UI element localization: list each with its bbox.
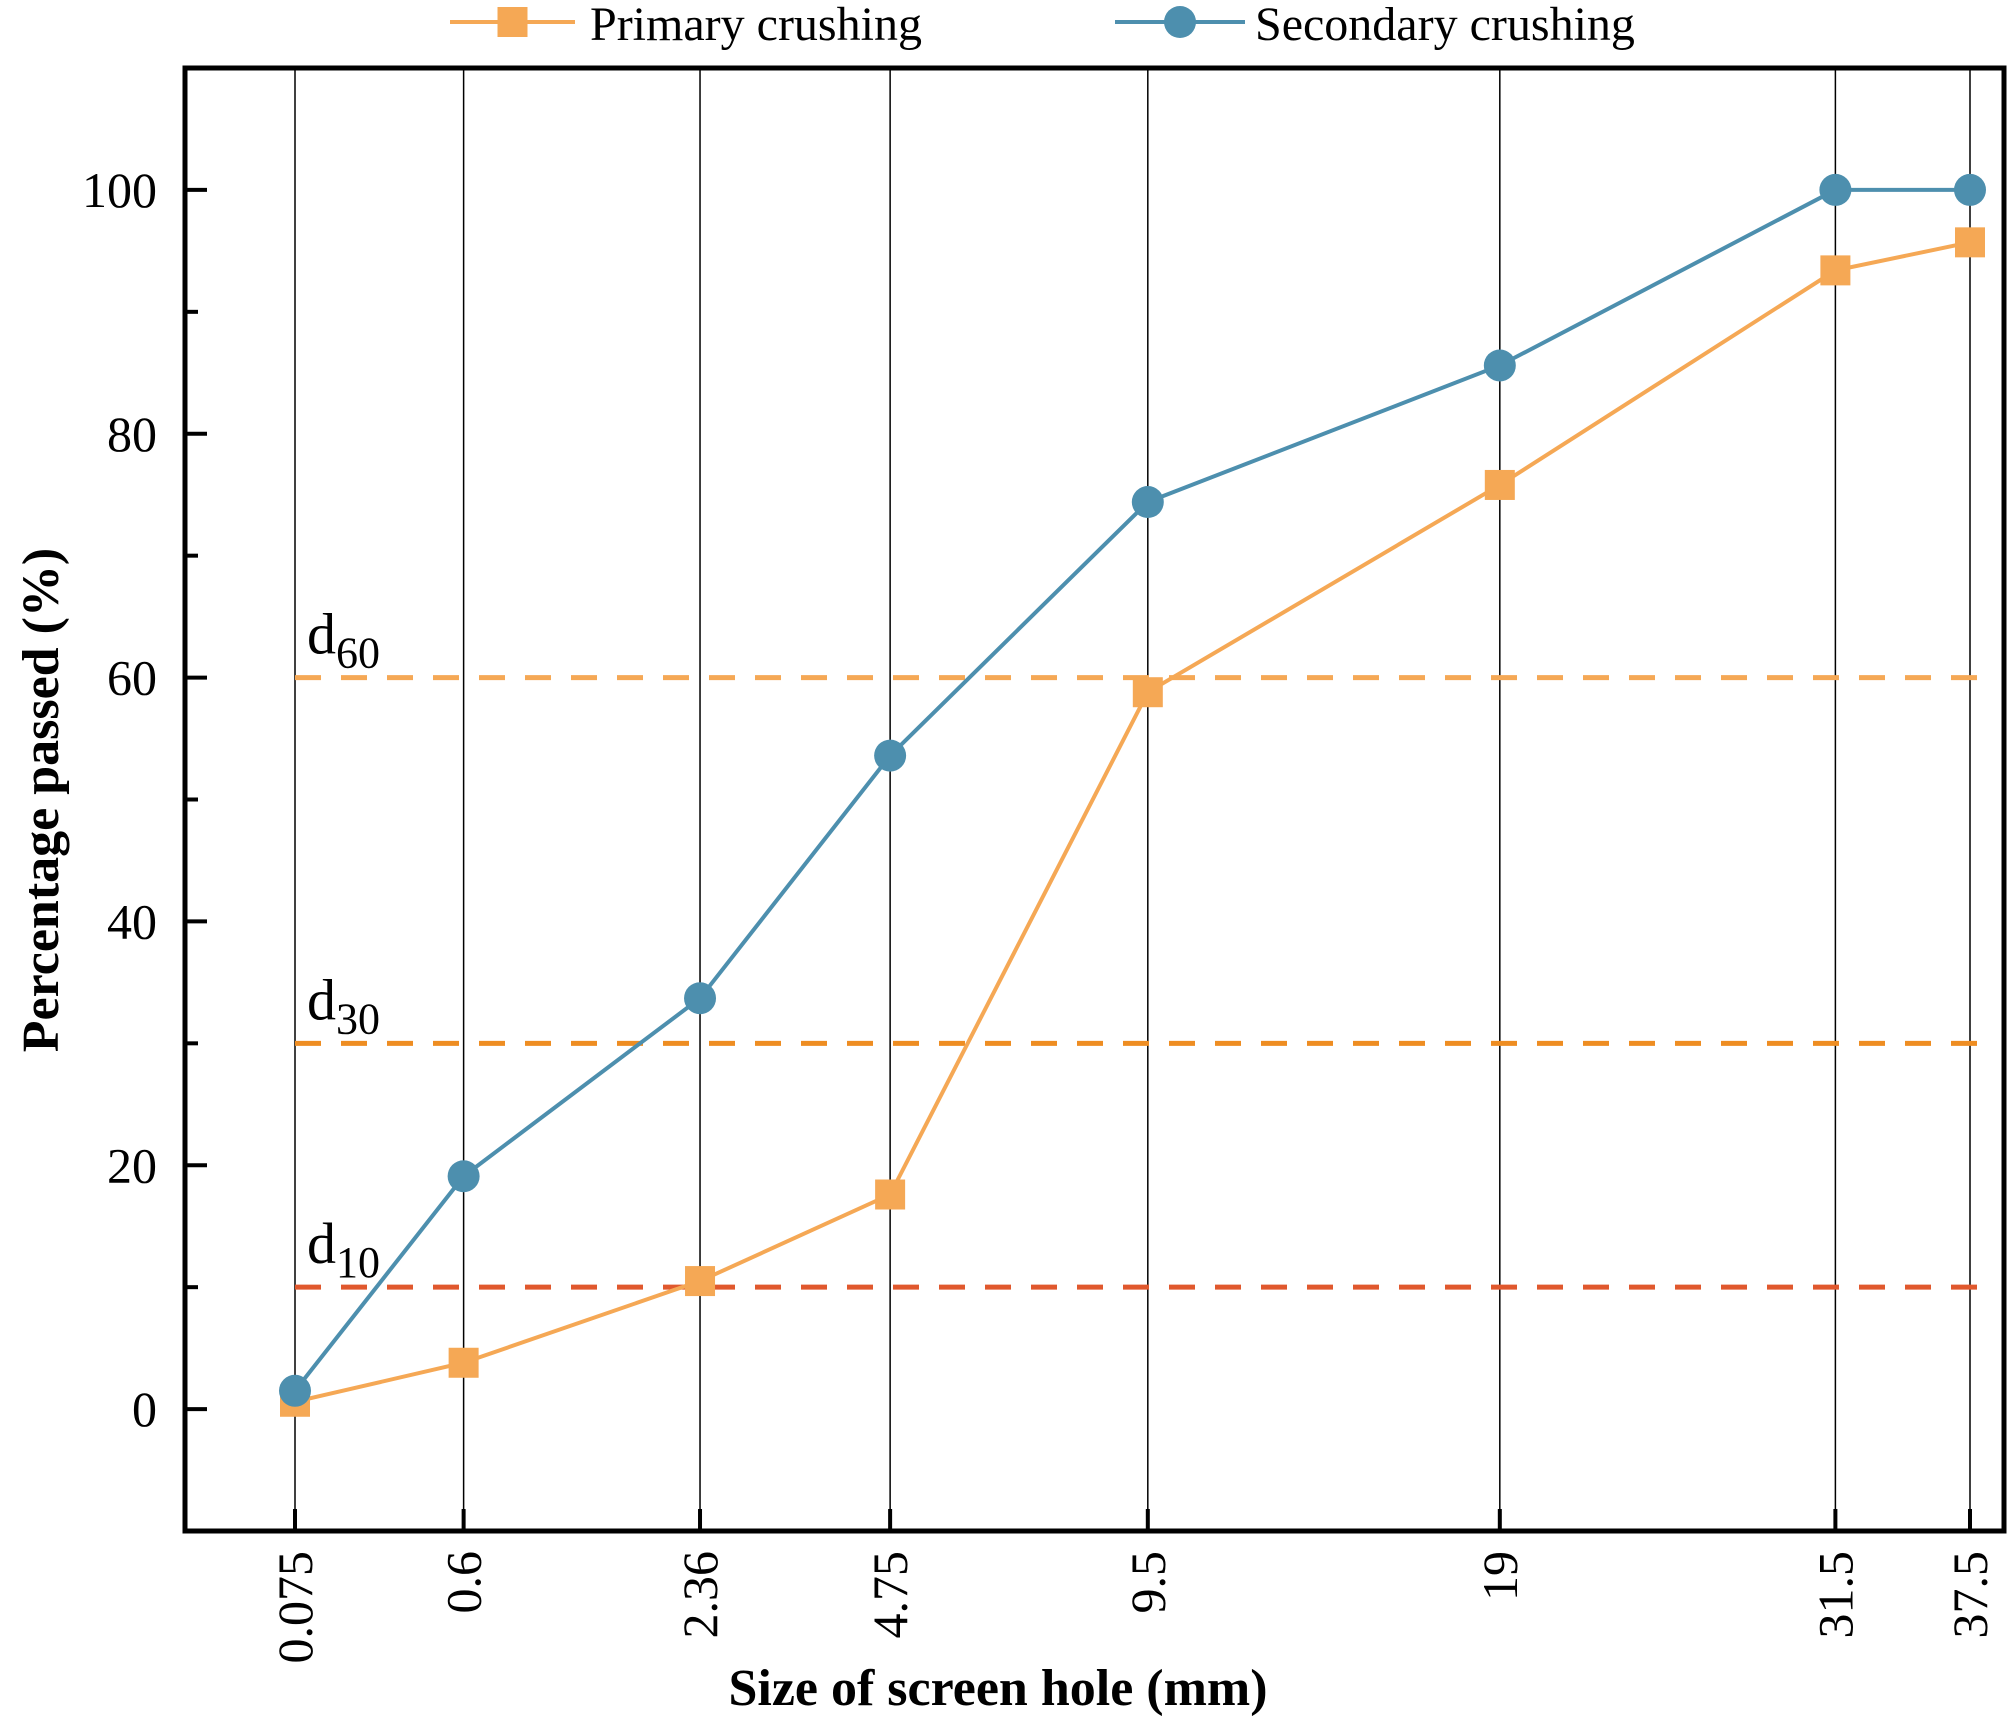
- x-tick-label-19: 19: [1472, 1551, 1528, 1601]
- point-primary-crushing-19: [1484, 469, 1515, 500]
- y-tick-label-40: 40: [107, 893, 157, 949]
- point-secondary-crushing-0_075: [279, 1374, 311, 1407]
- x-tick-label-4_75: 4.75: [862, 1551, 918, 1639]
- point-secondary-crushing-37_5: [1954, 173, 1986, 206]
- x-tick-label-2_36: 2.36: [672, 1551, 728, 1639]
- point-primary-crushing-9_5: [1132, 677, 1163, 708]
- y-tick-label-20: 20: [107, 1137, 157, 1193]
- series-line-primary-crushing: [294, 240, 1971, 1404]
- point-secondary-crushing-0_6: [447, 1160, 480, 1193]
- x-axis-title: Size of screen hole (mm): [728, 1660, 1267, 1717]
- point-secondary-crushing-2_36: [684, 982, 717, 1015]
- point-primary-crushing-31_5: [1820, 255, 1851, 286]
- point-primary-crushing-2_36: [685, 1266, 716, 1297]
- series-line-secondary-crushing: [293, 187, 1970, 1393]
- point-secondary-crushing-9_5: [1131, 486, 1164, 519]
- x-tick-label-0_075: 0.075: [267, 1551, 323, 1664]
- legend-label-secondary-crushing: Secondary crushing: [1255, 0, 1635, 51]
- point-secondary-crushing-4_75: [874, 739, 907, 772]
- legend-marker-secondary-crushing: [1164, 6, 1196, 38]
- x-tick-label-0_6: 0.6: [436, 1551, 492, 1614]
- y-tick-label-60: 60: [107, 650, 157, 706]
- ref-label-d30: d30: [307, 967, 380, 1043]
- series-layer: [279, 173, 1986, 1417]
- point-secondary-crushing-19: [1483, 349, 1516, 382]
- point-primary-crushing-4_75: [875, 1179, 906, 1210]
- ref-label-d60: d60: [307, 602, 380, 678]
- legend-marker-primary-crushing: [497, 7, 528, 37]
- point-primary-crushing-0_6: [448, 1347, 479, 1378]
- x-axis: 0.075 0.6 2.36 4.75 9.5 19 31.5 37.5: [267, 1509, 1998, 1664]
- point-primary-crushing-37_5: [1955, 227, 1985, 258]
- legend-label-primary-crushing: Primary crushing: [590, 0, 922, 51]
- legend: Primary crushing Secondary crushing: [450, 0, 1635, 51]
- x-tick-label-9_5: 9.5: [1120, 1551, 1176, 1614]
- vertical-grid: [294, 68, 1971, 1531]
- point-secondary-crushing-31_5: [1819, 173, 1852, 206]
- y-axis-title: Percentage passed (%): [13, 548, 70, 1053]
- ref-label-d10: d10: [307, 1211, 380, 1287]
- x-tick-label-31_5: 31.5: [1807, 1551, 1863, 1639]
- y-tick-label-0: 0: [132, 1381, 157, 1437]
- y-tick-label-80: 80: [107, 406, 157, 462]
- y-tick-label-100: 100: [82, 162, 157, 218]
- x-tick-label-37_5: 37.5: [1942, 1551, 1998, 1639]
- y-axis: 0 20 40 60 80 100: [82, 66, 207, 1533]
